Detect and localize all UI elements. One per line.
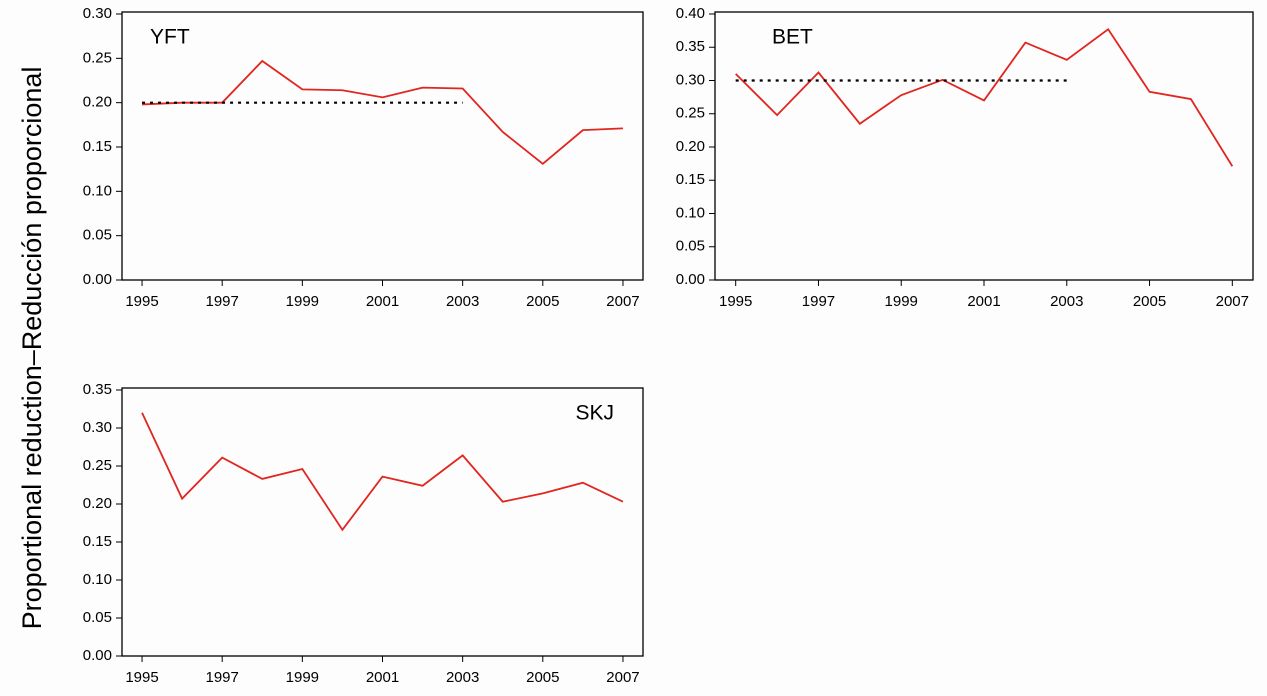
x-tick-label: 2001 [366, 293, 399, 310]
panel-title: SKJ [575, 402, 614, 425]
panel-title: YFT [150, 26, 190, 49]
x-tick-label: 1997 [802, 293, 835, 310]
x-tick-label: 2001 [366, 669, 399, 686]
x-tick-label: 1999 [286, 293, 319, 310]
x-tick-label: 2005 [1133, 293, 1166, 310]
y-tick-label: 0.30 [676, 71, 705, 88]
y-tick-label: 0.00 [83, 271, 112, 288]
x-tick-label: 2003 [446, 669, 479, 686]
y-tick-label: 0.15 [676, 171, 705, 188]
x-tick-label: 1995 [719, 293, 752, 310]
y-tick-label: 0.30 [83, 5, 112, 22]
data-line [142, 59, 623, 166]
y-tick-label: 0.20 [676, 138, 705, 155]
y-tick-label: 0.00 [83, 647, 112, 664]
y-tick-label: 0.15 [83, 533, 112, 550]
x-tick-label: 1997 [206, 293, 239, 310]
y-tick-label: 0.05 [83, 227, 112, 244]
y-tick-label: 0.10 [83, 182, 112, 199]
y-tick-label: 0.25 [83, 457, 112, 474]
y-tick-label: 0.25 [83, 49, 112, 66]
y-tick-label: 0.20 [83, 495, 112, 512]
x-tick-label: 2007 [606, 669, 639, 686]
x-tick-label: 1999 [885, 293, 918, 310]
data-line [735, 28, 1234, 167]
x-tick-label: 2001 [967, 293, 1000, 310]
y-tick-label: 0.20 [83, 94, 112, 111]
x-tick-label: 1999 [286, 669, 319, 686]
y-tick-label: 0.00 [676, 271, 705, 288]
y-tick-label: 0.15 [83, 138, 112, 155]
y-tick-label: 0.05 [676, 238, 705, 255]
x-tick-label: 1997 [206, 669, 239, 686]
x-tick-label: 2005 [526, 669, 559, 686]
data-line [141, 412, 624, 532]
y-tick-label: 0.40 [676, 5, 705, 22]
y-axis-label: Proportional reduction–Reducción proporc… [17, 67, 47, 630]
x-tick-label: 2005 [526, 293, 559, 310]
x-tick-label: 1995 [125, 669, 158, 686]
y-tick-label: 0.10 [83, 571, 112, 588]
panel-title: BET [772, 26, 813, 49]
x-tick-label: 1995 [125, 293, 158, 310]
y-tick-label: 0.25 [676, 105, 705, 122]
plot-frame [121, 387, 644, 657]
x-tick-label: 2003 [446, 293, 479, 310]
y-tick-label: 0.35 [676, 38, 705, 55]
y-tick-label: 0.35 [83, 381, 112, 398]
y-tick-label: 0.05 [83, 609, 112, 626]
plot-frame [714, 11, 1254, 281]
x-tick-label: 2007 [606, 293, 639, 310]
y-tick-label: 0.30 [83, 419, 112, 436]
x-tick-label: 2003 [1050, 293, 1083, 310]
y-tick-label: 0.10 [676, 204, 705, 221]
x-tick-label: 2007 [1216, 293, 1249, 310]
